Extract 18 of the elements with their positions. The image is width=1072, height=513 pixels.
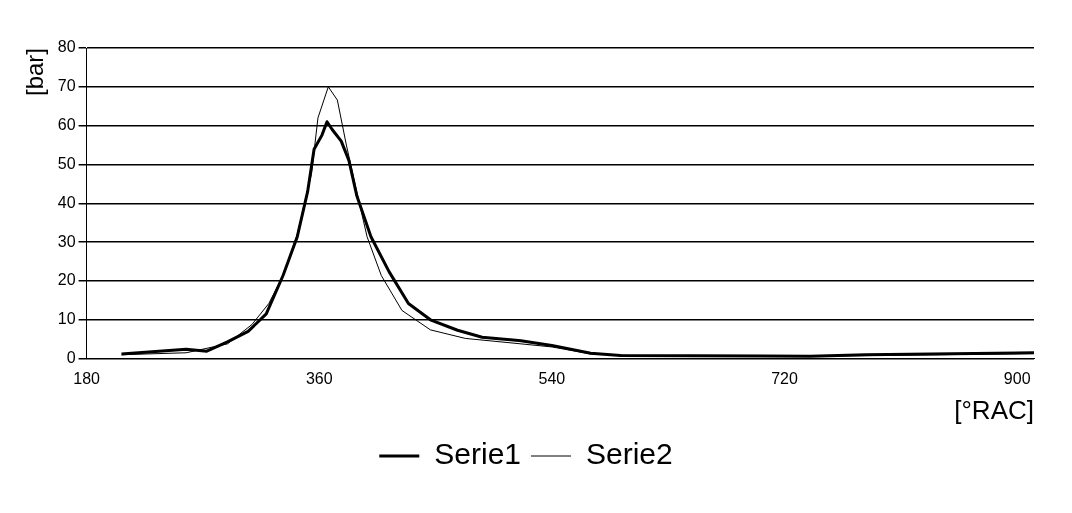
x-tick-label: 540 [538,369,566,387]
x-axis-title: [°RAC] [954,394,1034,425]
y-tick-label: 50 [57,154,76,172]
y-tick-label: 20 [57,271,76,289]
y-tick-label: 40 [57,193,76,211]
x-tick-label: 900 [1003,369,1031,387]
y-tick-label: 0 [66,349,76,367]
y-tick-label: 30 [57,232,76,250]
x-tick-label: 720 [771,369,798,387]
x-tick-label: 360 [305,369,333,387]
y-tick-label: 10 [57,310,76,328]
x-tick-label: 180 [73,369,101,387]
y-axis-title: [bar] [21,48,49,97]
y-tick-label: 70 [57,77,76,95]
y-tick-label: 80 [57,38,76,56]
legend-label: Serie1 [434,437,521,471]
y-tick-label: 60 [57,116,76,134]
legend-label: Serie2 [586,437,673,471]
